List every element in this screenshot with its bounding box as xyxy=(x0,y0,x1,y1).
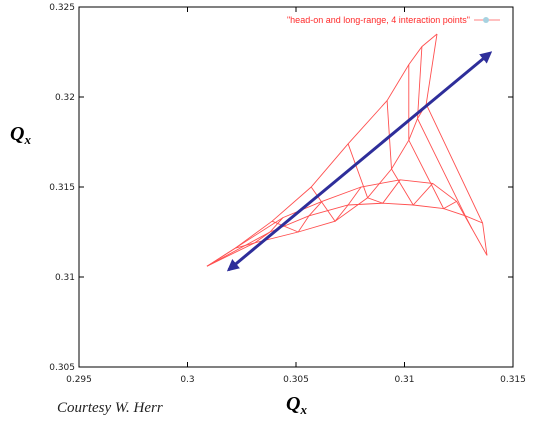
x-tick-label: 0.315 xyxy=(500,375,526,385)
x-axis-label-main: Q xyxy=(286,393,300,415)
y-tick-label: 0.31 xyxy=(55,273,75,283)
footprint-column-line xyxy=(425,33,488,256)
y-axis-label-subscript: x xyxy=(23,132,31,147)
y-axis-label-main: Q xyxy=(10,123,24,145)
legend-label: "head-on and long-range, 4 interaction p… xyxy=(287,15,470,25)
y-tick-label: 0.325 xyxy=(49,3,75,13)
y-tick-label: 0.32 xyxy=(55,93,75,103)
double-headed-arrow xyxy=(226,51,493,272)
plot-frame xyxy=(78,6,514,368)
footprint-column-line xyxy=(310,186,362,222)
y-tick-label: 0.305 xyxy=(49,363,75,373)
legend-marker-sample xyxy=(483,17,489,23)
footprint-column-line xyxy=(386,100,434,206)
x-tick-label: 0.295 xyxy=(66,375,92,385)
footprint-row-line xyxy=(206,202,483,267)
credit-text: Courtesy W. Herr xyxy=(57,400,163,416)
tune-footprint-series xyxy=(206,33,488,267)
x-tick-label: 0.3 xyxy=(180,375,194,385)
y-tick-label: 0.315 xyxy=(49,183,75,193)
x-axis-label: Qx xyxy=(286,393,307,417)
footprint-row-line xyxy=(206,103,427,267)
y-axis-label: Qx xyxy=(10,123,31,147)
x-tick-label: 0.305 xyxy=(283,375,309,385)
axis-ticks: 0.295 0.3 0.305 0.31 0.315 0.305 0.31 0.315 0.32… xyxy=(49,3,526,385)
arrow-layer xyxy=(226,51,493,272)
x-tick-label: 0.31 xyxy=(394,375,414,385)
x-axis-label-subscript: x xyxy=(299,402,307,417)
